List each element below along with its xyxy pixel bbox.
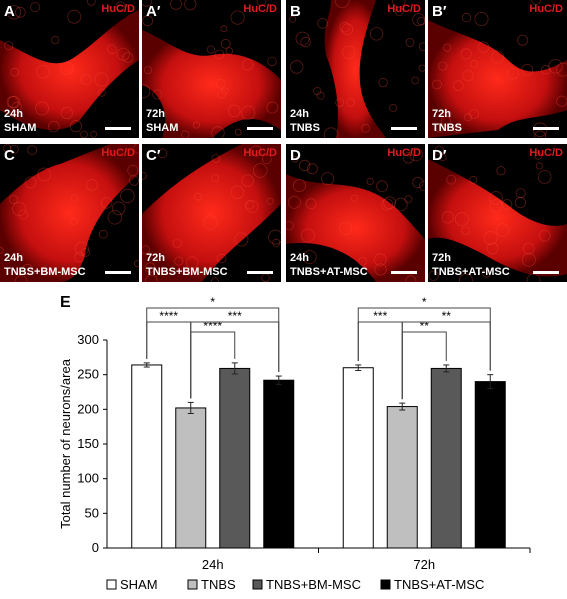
condition-label: TNBS+BM-MSC — [4, 266, 86, 278]
micrograph-panel: A′ HuC/D 72h SHAM — [142, 0, 281, 138]
panel-label: A′ — [146, 3, 161, 20]
panel-label: B′ — [432, 3, 447, 20]
y-tick-label: 250 — [77, 367, 99, 382]
condition-label: SHAM — [146, 122, 179, 134]
significance-bracket — [357, 307, 491, 371]
significance-label: ** — [420, 319, 430, 333]
huc-d-stained-tissue — [289, 0, 425, 138]
bar — [474, 381, 506, 549]
scale-bar — [247, 271, 273, 274]
legend-swatch — [187, 579, 198, 590]
micrograph-panel: D′ HuC/D 72h TNBS+AT-MSC — [428, 144, 567, 282]
stain-label: HuC/D — [529, 3, 563, 15]
timepoint-label: 24h — [290, 252, 309, 264]
y-tick-label: 100 — [77, 471, 99, 486]
stain-label: HuC/D — [243, 3, 277, 15]
significance-label: * — [422, 295, 427, 309]
timepoint-label: 24h — [4, 252, 23, 264]
huc-d-stained-tissue — [142, 0, 281, 138]
neuron-count-chart: 0 50 100 150 200 250 300 Total number of neuron… — [58, 295, 531, 592]
bar — [219, 367, 251, 549]
panel-label: D′ — [432, 147, 447, 164]
micrograph-panel: B HuC/D 24h TNBS — [286, 0, 425, 138]
panel-label: B — [290, 3, 301, 20]
timepoint-label: 72h — [146, 252, 165, 264]
significance-bracket — [146, 307, 280, 373]
x-tick-label: 24h — [202, 557, 224, 572]
x-tick-label: 72h — [413, 557, 435, 572]
y-tick-label: 0 — [92, 540, 99, 555]
timepoint-label: 72h — [432, 252, 451, 264]
huc-d-stained-tissue — [0, 0, 139, 138]
huc-d-stained-tissue — [142, 144, 281, 282]
y-tick-label: 150 — [77, 436, 99, 451]
condition-label: TNBS+BM-MSC — [146, 266, 228, 278]
micrograph-grid: A HuC/D 24h SHAM A′ HuC/D 72h SHAM B HuC/D 24h TNBS… — [0, 0, 567, 283]
timepoint-label: 72h — [146, 108, 165, 120]
scale-bar — [247, 127, 273, 130]
timepoint-label: 24h — [290, 108, 309, 120]
y-axis-title: Total number of neurons/area — [58, 358, 73, 529]
panel-label: C — [4, 147, 15, 164]
significance-label: ** — [442, 309, 452, 323]
scale-bar — [391, 271, 417, 274]
stain-label: HuC/D — [243, 147, 277, 159]
micrograph-panel: D HuC/D 24h TNBS+AT-MSC — [286, 144, 425, 282]
stain-label: HuC/D — [101, 3, 135, 15]
legend-swatch — [380, 579, 391, 590]
condition-label: TNBS+AT-MSC — [432, 266, 510, 278]
huc-d-stained-tissue — [0, 144, 139, 282]
legend-label: TNBS+AT-MSC — [394, 577, 484, 592]
panel-label: D — [290, 147, 301, 164]
scale-bar — [533, 271, 559, 274]
significance-label: *** — [373, 309, 387, 323]
micrograph-panel: C′ HuC/D 72h TNBS+BM-MSC — [142, 144, 281, 282]
timepoint-label: 24h — [4, 108, 23, 120]
micrograph-panel: C HuC/D 24h TNBS+BM-MSC — [0, 144, 139, 282]
y-tick-label: 50 — [85, 505, 99, 520]
panel-label: A — [4, 3, 15, 20]
legend-swatch — [106, 579, 117, 590]
scale-bar — [533, 127, 559, 130]
condition-label: TNBS — [432, 122, 462, 134]
bar — [430, 367, 462, 549]
y-tick-label: 300 — [77, 332, 99, 347]
scale-bar — [105, 127, 131, 130]
y-tick-label: 200 — [77, 401, 99, 416]
panel-label: C′ — [146, 147, 161, 164]
micrograph-panel: A HuC/D 24h SHAM — [0, 0, 139, 138]
significance-label: *** — [228, 309, 242, 323]
bar — [175, 407, 207, 549]
stain-label: HuC/D — [387, 147, 421, 159]
bar — [386, 406, 418, 549]
legend-label: SHAM — [120, 577, 158, 592]
bar — [342, 367, 374, 549]
condition-label: SHAM — [4, 122, 37, 134]
panel-label-e: E — [60, 294, 71, 311]
legend-label: TNBS — [201, 577, 236, 592]
bar-chart-panel: E 0 50 100 150 200 250 300 Total number of neur… — [0, 290, 567, 599]
condition-label: TNBS+AT-MSC — [290, 266, 368, 278]
bar — [131, 364, 163, 549]
significance-label: **** — [203, 319, 222, 333]
significance-label: **** — [159, 309, 178, 323]
legend-label: TNBS+BM-MSC — [266, 577, 361, 592]
huc-d-stained-tissue — [428, 0, 567, 138]
scale-bar — [391, 127, 417, 130]
condition-label: TNBS — [290, 122, 320, 134]
stain-label: HuC/D — [387, 3, 421, 15]
legend-swatch — [252, 579, 263, 590]
stain-label: HuC/D — [101, 147, 135, 159]
stain-label: HuC/D — [529, 147, 563, 159]
bar — [263, 379, 295, 549]
timepoint-label: 72h — [432, 108, 451, 120]
huc-d-stained-tissue — [428, 145, 567, 282]
significance-label: * — [210, 295, 215, 309]
huc-d-stained-tissue — [286, 147, 425, 282]
scale-bar — [105, 271, 131, 274]
micrograph-panel: B′ HuC/D 72h TNBS — [428, 0, 567, 138]
